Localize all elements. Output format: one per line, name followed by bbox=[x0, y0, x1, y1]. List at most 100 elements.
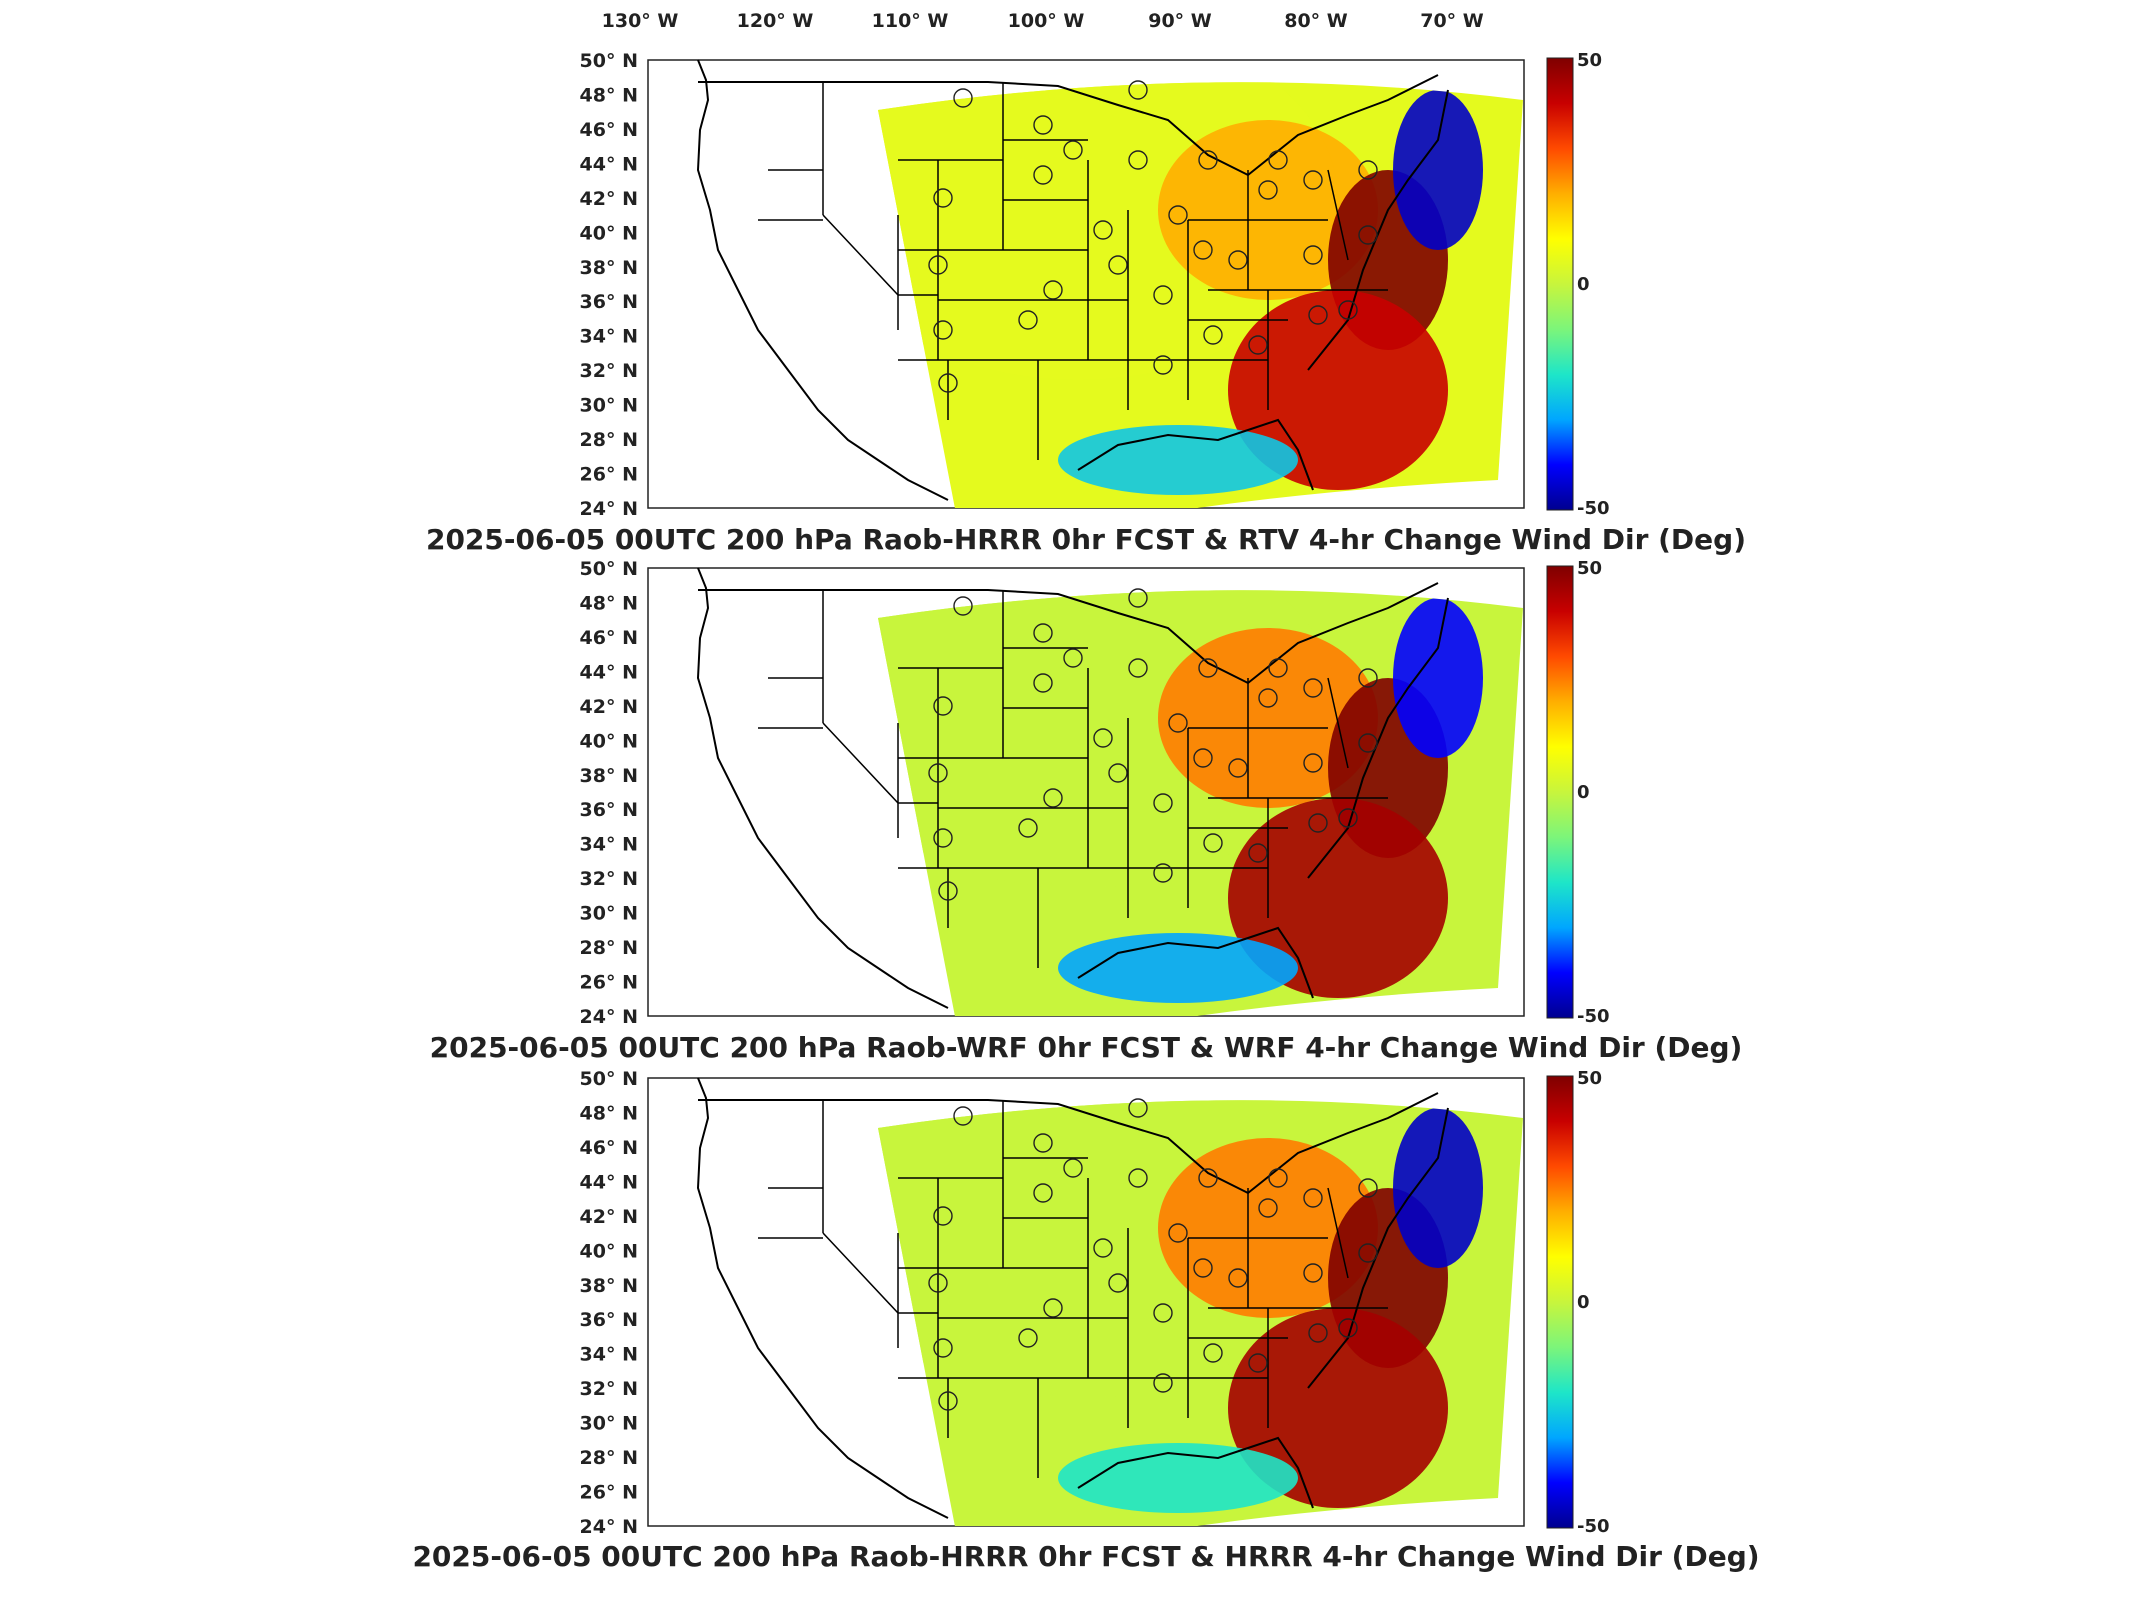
raob-station-marker bbox=[1108, 255, 1128, 275]
latitude-tick-label: 44° N bbox=[580, 1171, 638, 1193]
heatmap-region bbox=[1058, 1443, 1298, 1513]
longitude-tick-label: 130° W bbox=[602, 10, 679, 32]
raob-station-marker bbox=[1358, 733, 1378, 753]
latitude-tick-label: 34° N bbox=[580, 326, 638, 348]
raob-station-marker bbox=[953, 596, 973, 616]
raob-station-marker bbox=[1338, 1318, 1358, 1338]
raob-station-marker bbox=[1153, 1373, 1173, 1393]
longitude-tick-label: 110° W bbox=[872, 10, 949, 32]
raob-station-marker bbox=[1303, 1188, 1323, 1208]
raob-station-marker bbox=[1193, 240, 1213, 260]
latitude-tick-label: 34° N bbox=[580, 834, 638, 856]
latitude-tick-label: 26° N bbox=[580, 972, 638, 994]
raob-station-marker bbox=[938, 881, 958, 901]
raob-station-marker bbox=[1153, 793, 1173, 813]
coastline bbox=[1307, 1107, 1449, 1389]
latitude-tick-label: 24° N bbox=[580, 1006, 638, 1028]
raob-station-marker bbox=[1108, 763, 1128, 783]
raob-station-marker bbox=[1228, 250, 1248, 270]
longitude-tick-label: 100° W bbox=[1008, 10, 1085, 32]
raob-station-marker bbox=[1198, 658, 1218, 678]
latitude-tick-label: 38° N bbox=[580, 257, 638, 279]
colorbar-min-label: -50 bbox=[1577, 1516, 1610, 1537]
raob-station-marker bbox=[1248, 1353, 1268, 1373]
latitude-tick-label: 40° N bbox=[580, 1240, 638, 1262]
latitude-tick-label: 34° N bbox=[580, 1344, 638, 1366]
raob-station-marker bbox=[1093, 728, 1113, 748]
state-border bbox=[1327, 1187, 1349, 1279]
raob-station-marker bbox=[1128, 150, 1148, 170]
raob-station-marker bbox=[1258, 1198, 1278, 1218]
coastline bbox=[698, 74, 1439, 177]
raob-station-marker bbox=[1303, 753, 1323, 773]
latitude-tick-label: 42° N bbox=[580, 1206, 638, 1228]
raob-station-marker bbox=[938, 1391, 958, 1411]
raob-station-marker bbox=[1128, 80, 1148, 100]
raob-station-marker bbox=[1128, 658, 1148, 678]
raob-station-marker bbox=[1043, 280, 1063, 300]
colorbar-gradient bbox=[1546, 565, 1574, 1019]
raob-station-marker bbox=[928, 255, 948, 275]
panels: 50° N 48° N 46° N 44° N 42° N 40° N 38° N 36° N… bbox=[412, 50, 1759, 1573]
raob-station-marker bbox=[1043, 788, 1063, 808]
latitude-tick-label: 38° N bbox=[580, 1275, 638, 1297]
latitude-tick-label: 40° N bbox=[580, 222, 638, 244]
coastline bbox=[1307, 597, 1449, 879]
raob-station-marker bbox=[1258, 180, 1278, 200]
raob-station-marker bbox=[1033, 1183, 1053, 1203]
latitude-tick-label: 26° N bbox=[580, 1482, 638, 1504]
latitude-tick-label: 50° N bbox=[580, 1068, 638, 1090]
raob-station-marker bbox=[1358, 1178, 1378, 1198]
latitude-tick-label: 26° N bbox=[580, 464, 638, 486]
latitude-tick-label: 32° N bbox=[580, 360, 638, 382]
raob-station-marker bbox=[1303, 1263, 1323, 1283]
colorbar-min-label: -50 bbox=[1577, 1006, 1610, 1027]
latitude-tick-label: 40° N bbox=[580, 730, 638, 752]
coastline bbox=[1077, 926, 1314, 999]
latitude-tick-label: 36° N bbox=[580, 1309, 638, 1331]
latitude-tick-label: 36° N bbox=[580, 291, 638, 313]
longitude-axis: 130° W 120° W 110° W 100° W 90° W 80° W 70° W bbox=[602, 10, 1484, 32]
raob-station-marker bbox=[1153, 285, 1173, 305]
raob-station-marker bbox=[933, 696, 953, 716]
raob-stations bbox=[928, 1098, 1378, 1411]
latitude-tick-label: 44° N bbox=[580, 153, 638, 175]
raob-station-marker bbox=[1063, 648, 1083, 668]
latitude-tick-label: 46° N bbox=[580, 627, 638, 649]
raob-station-marker bbox=[1338, 300, 1358, 320]
raob-station-marker bbox=[1193, 1258, 1213, 1278]
coastline bbox=[698, 582, 1439, 685]
latitude-tick-label: 30° N bbox=[580, 903, 638, 925]
raob-station-marker bbox=[1153, 863, 1173, 883]
raob-station-marker bbox=[1268, 150, 1288, 170]
raob-station-marker bbox=[1018, 818, 1038, 838]
colorbar-3: 50 0 -50 bbox=[1546, 1068, 1610, 1537]
colorbar-max-label: 50 bbox=[1577, 558, 1602, 579]
raob-station-marker bbox=[1033, 623, 1053, 643]
latitude-tick-label: 28° N bbox=[580, 1447, 638, 1469]
raob-station-marker bbox=[1033, 673, 1053, 693]
raob-station-marker bbox=[1153, 1303, 1173, 1323]
raob-station-marker bbox=[1128, 588, 1148, 608]
colorbar-mid-label: 0 bbox=[1577, 274, 1590, 295]
raob-station-marker bbox=[1063, 1158, 1083, 1178]
raob-station-marker bbox=[1203, 325, 1223, 345]
heatmap-region bbox=[1393, 1108, 1483, 1268]
raob-station-marker bbox=[1093, 220, 1113, 240]
raob-station-marker bbox=[1168, 1223, 1188, 1243]
heatmap-region bbox=[1228, 798, 1448, 998]
heatmap-region bbox=[1393, 90, 1483, 250]
colorbar-max-label: 50 bbox=[1577, 1068, 1602, 1089]
colorbar-2: 50 0 -50 bbox=[1546, 558, 1610, 1027]
heatmap-region bbox=[1158, 628, 1378, 808]
raob-station-marker bbox=[1358, 160, 1378, 180]
latitude-tick-label: 28° N bbox=[580, 937, 638, 959]
raob-station-marker bbox=[933, 1206, 953, 1226]
raob-station-marker bbox=[1168, 205, 1188, 225]
heatmap-region bbox=[1393, 598, 1483, 758]
latitude-tick-label: 24° N bbox=[580, 498, 638, 520]
state-border bbox=[822, 722, 899, 804]
raob-station-marker bbox=[928, 763, 948, 783]
raob-station-marker bbox=[1268, 1168, 1288, 1188]
